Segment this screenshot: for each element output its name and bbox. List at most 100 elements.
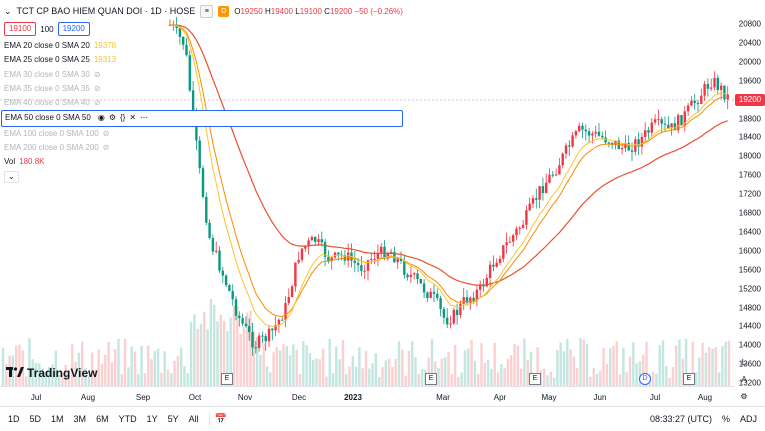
indicator-0[interactable]: EMA 20 close 0 SMA 20 19378 xyxy=(4,39,403,53)
percent-toggle[interactable]: % xyxy=(721,414,730,424)
candle xyxy=(300,248,304,260)
buy-button[interactable]: 19200 xyxy=(57,22,90,36)
indicator-6[interactable]: EMA 100 close 0 SMA 100 ⊘ xyxy=(4,127,403,141)
symbol-title[interactable]: TCT CP BAO HIEM QUAN DOI · 1D · HOSE xyxy=(16,6,196,16)
price-tick: 20400 xyxy=(738,38,761,48)
volume-bar xyxy=(364,350,368,386)
range-all[interactable]: All xyxy=(188,414,199,424)
eye-crossed-icon[interactable]: ⊘ xyxy=(93,83,101,93)
range-ytd[interactable]: YTD xyxy=(118,414,137,424)
range-5d[interactable]: 5D xyxy=(29,414,42,424)
candle xyxy=(396,258,399,263)
volume-bar xyxy=(361,368,364,386)
volume-bar xyxy=(107,341,110,386)
indicator-1[interactable]: EMA 25 close 0 SMA 25 19313 xyxy=(4,53,403,67)
volume-bar xyxy=(31,359,34,386)
indicator-3[interactable]: EMA 35 close 0 SMA 35 ⊘ xyxy=(4,82,403,96)
time-tick: Sep xyxy=(135,393,151,402)
candle xyxy=(591,133,594,136)
volume-bar xyxy=(196,328,199,386)
price-chart[interactable] xyxy=(0,0,735,386)
candle xyxy=(558,165,561,175)
candle xyxy=(614,140,617,146)
dividend-marker[interactable]: D xyxy=(639,373,651,385)
indicator-value: 19313 xyxy=(93,55,117,65)
volume-bar xyxy=(384,360,387,386)
volume-bar xyxy=(463,350,467,386)
candle xyxy=(380,246,383,254)
chevron-down-icon[interactable]: ⌄ xyxy=(4,170,19,183)
settings-icon[interactable]: ⚙ xyxy=(740,392,748,401)
candle xyxy=(525,210,528,225)
range-6m[interactable]: 6M xyxy=(96,414,109,424)
indicator-5[interactable]: EMA 50 close 0 SMA 50 ◉ ⚙{} ✕ ⋯ xyxy=(1,110,403,127)
indicator-4[interactable]: EMA 40 close 0 SMA 40 ⊘ xyxy=(4,96,403,110)
eye-crossed-icon[interactable]: ⊘ xyxy=(93,69,101,79)
delay-badge[interactable]: D xyxy=(218,5,230,17)
volume-bar xyxy=(61,374,64,386)
earnings-marker[interactable]: E xyxy=(425,373,437,385)
eye-crossed-icon[interactable]: ⊘ xyxy=(102,128,110,138)
eye-icon[interactable]: ⌄ xyxy=(4,5,12,16)
volume-bar xyxy=(642,354,645,386)
volume-bar xyxy=(11,355,15,386)
volume-bar xyxy=(447,352,450,386)
volume-legend[interactable]: Vol 180.8K xyxy=(4,157,45,167)
price-tick: 18400 xyxy=(738,132,761,142)
candle xyxy=(578,125,581,132)
alert-badge[interactable]: ≡ xyxy=(200,4,214,18)
volume-bar xyxy=(470,339,473,386)
tradingview-logo[interactable]: TradingView xyxy=(6,366,97,380)
candle xyxy=(512,235,515,242)
earnings-marker[interactable]: E xyxy=(683,373,695,385)
candle xyxy=(637,139,640,147)
volume-bar xyxy=(691,341,694,386)
range-5y[interactable]: 5Y xyxy=(167,414,179,424)
volume-bar xyxy=(262,343,265,386)
range-1m[interactable]: 1M xyxy=(51,414,64,424)
earnings-marker[interactable]: E xyxy=(221,373,233,385)
calendar-icon[interactable]: 📅 xyxy=(214,413,228,425)
candle xyxy=(439,298,442,310)
indicator-2[interactable]: EMA 30 close 0 SMA 30 ⊘ xyxy=(4,68,403,82)
time-axis[interactable]: Jul Aug Sep Oct Nov Dec 2023 Mar Apr May Jun Jul Aug xyxy=(0,386,735,407)
log-scale-button[interactable]: L xyxy=(741,358,747,367)
sell-button[interactable]: 19100 xyxy=(4,22,37,36)
adj-toggle[interactable]: ADJ xyxy=(739,414,757,424)
volume-bar xyxy=(24,376,28,386)
candle xyxy=(690,100,693,106)
settings-icon[interactable]: ⚙ xyxy=(108,113,116,123)
eye-icon[interactable]: ◉ xyxy=(97,113,105,123)
candle xyxy=(515,228,518,236)
close-icon[interactable]: ✕ xyxy=(129,113,137,123)
earnings-marker[interactable]: E xyxy=(529,373,541,385)
time-tick: Jul xyxy=(649,393,661,402)
volume-bar xyxy=(394,358,397,386)
more-icon[interactable]: ⋯ xyxy=(140,113,149,123)
volume-bar xyxy=(345,374,348,386)
eye-crossed-icon[interactable]: ⊘ xyxy=(93,98,101,108)
collapse-legend-button[interactable]: ⌄ xyxy=(4,170,403,184)
volume-bar xyxy=(252,330,255,386)
source-code-icon[interactable]: {} xyxy=(119,113,126,123)
indicator-label: EMA 40 close 0 SMA 40 xyxy=(4,98,90,108)
eye-crossed-icon[interactable]: ⊘ xyxy=(102,143,110,153)
candle xyxy=(333,252,337,258)
range-1d[interactable]: 1D xyxy=(8,414,20,424)
indicator-7[interactable]: EMA 200 close 0 SMA 200 ⊘ xyxy=(4,141,403,155)
range-1y[interactable]: 1Y xyxy=(146,414,158,424)
clock-time[interactable]: 08:33:27 (UTC) xyxy=(649,414,712,424)
volume-bar xyxy=(163,351,166,386)
volume-bar xyxy=(404,375,407,386)
volume-bar xyxy=(503,367,506,386)
volume-bar xyxy=(57,375,61,386)
volume-bar xyxy=(536,347,539,386)
volume-bar xyxy=(265,366,269,386)
candle xyxy=(462,297,465,304)
auto-scale-button[interactable]: A xyxy=(741,375,747,384)
price-axis[interactable]: 20800 20400 20000 19600 19200 18800 18400 18000… xyxy=(735,0,765,388)
price-tick: 13200 xyxy=(738,378,761,388)
range-3m[interactable]: 3M xyxy=(73,414,87,424)
candle xyxy=(178,27,182,37)
volume-bar xyxy=(506,358,510,386)
